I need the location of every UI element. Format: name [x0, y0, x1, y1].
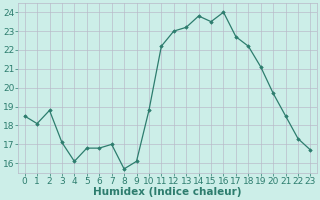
- X-axis label: Humidex (Indice chaleur): Humidex (Indice chaleur): [93, 187, 242, 197]
